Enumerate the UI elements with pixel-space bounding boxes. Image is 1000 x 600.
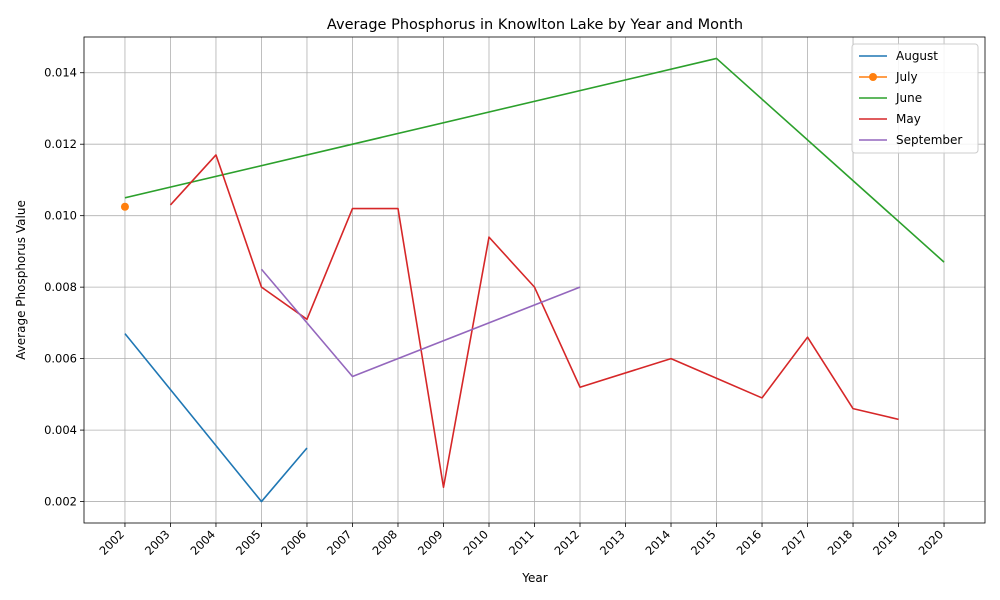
y-tick-label: 0.006 [44,352,77,366]
y-tick-label: 0.004 [44,423,77,437]
y-axis-label: Average Phosphorus Value [14,200,28,360]
series-line-june [124,57,945,263]
series-line-may [169,154,899,489]
legend-marker-july [869,73,877,81]
y-tick-label: 0.008 [44,280,77,294]
chart-title: Average Phosphorus in Knowlton Lake by Y… [327,17,743,33]
y-tick-label: 0.002 [44,495,77,509]
y-tick-label: 0.010 [44,209,77,223]
legend-label-august: August [896,49,938,63]
grid-lines [84,37,985,523]
y-axis-ticks: 0.002 0.004 0.006 0.008 0.010 0.012 0.014 [44,66,84,509]
data-point-july [120,202,129,211]
series-layer [120,57,945,503]
legend-frame [851,43,979,154]
legend-label-september: September [896,133,962,147]
series-line-august [124,333,308,503]
legend: August July June May September [851,43,979,154]
y-tick-label: 0.012 [44,137,77,151]
y-tick-label: 0.014 [44,66,77,80]
x-axis-label: Year [521,571,547,585]
legend-label-june: June [895,91,922,105]
series-line-september [260,268,581,378]
legend-label-july: July [895,70,918,84]
legend-label-may: May [896,112,921,126]
